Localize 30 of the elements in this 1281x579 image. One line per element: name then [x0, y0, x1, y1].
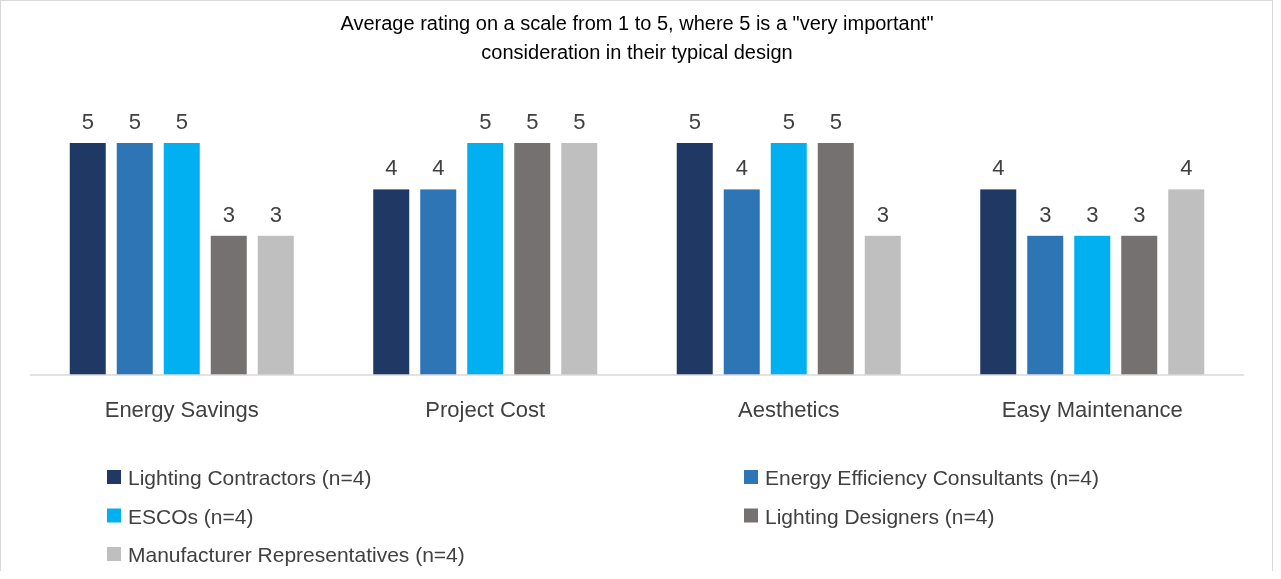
data-label: 3	[1086, 201, 1099, 227]
data-label: 3	[1133, 201, 1146, 227]
data-label: 5	[688, 109, 701, 134]
x-tick-label: Project Cost	[425, 397, 546, 422]
data-label: 5	[175, 109, 188, 134]
data-label: 5	[526, 109, 539, 134]
data-label: 5	[829, 109, 842, 134]
data-label: 4	[735, 155, 748, 181]
data-label: 5	[128, 109, 141, 134]
data-label: 3	[1039, 201, 1052, 227]
data-label: 5	[573, 109, 586, 134]
data-label: 5	[81, 109, 94, 134]
legend-label: ESCOs (n=4)	[128, 504, 254, 528]
chart-title: Average rating on a scale from 1 to 5, where 5 is a "very important" consideration in their typical design	[340, 12, 934, 63]
data-label: 3	[269, 201, 282, 227]
x-tick-label: Energy Savings	[104, 397, 259, 422]
data-label: 4	[385, 155, 398, 181]
x-tick-label: Easy Maintenance	[1001, 397, 1183, 422]
data-label: 4	[432, 155, 445, 181]
data-label: 4	[1180, 155, 1193, 181]
data-label: 5	[782, 109, 795, 134]
data-label: 3	[876, 201, 889, 227]
data-label: 5	[479, 109, 492, 134]
legend-label: Lighting Designers (n=4)	[765, 504, 995, 528]
legend-label: Lighting Contractors (n=4)	[128, 466, 372, 489]
legend-label: Manufacturer Representatives (n=4)	[128, 543, 465, 566]
x-tick-label: Aesthetics	[738, 397, 840, 422]
data-label: 4	[992, 155, 1005, 181]
legend-label: Energy Efficiency Consultants (n=4)	[765, 466, 1100, 489]
data-label: 3	[222, 201, 235, 227]
